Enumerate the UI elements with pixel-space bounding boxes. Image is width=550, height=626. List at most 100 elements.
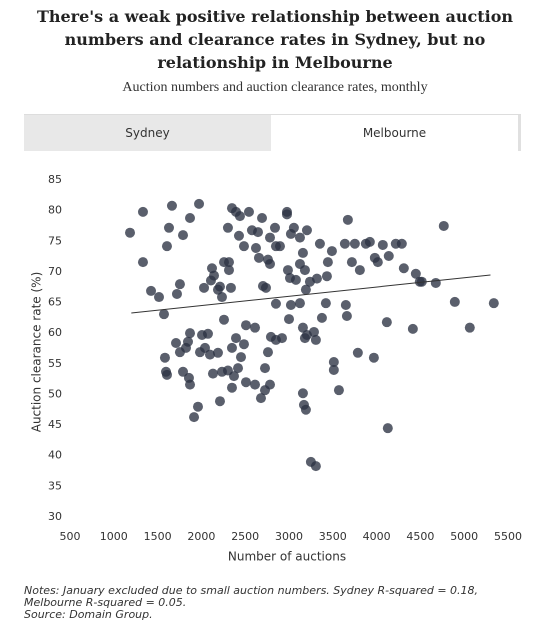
point (328, 364, 339, 375)
tab[interactable]: Melbourne (271, 115, 521, 151)
point (231, 333, 242, 344)
point (163, 222, 174, 233)
point (297, 247, 308, 258)
point (430, 277, 441, 288)
x-tick-label: 5000 (450, 530, 478, 543)
point (189, 412, 200, 423)
y-tick-label: 80 (48, 204, 62, 217)
point (158, 309, 169, 320)
tab[interactable]: Sydney (125, 126, 170, 140)
point (382, 423, 393, 434)
point (300, 284, 311, 295)
point (346, 257, 357, 268)
point (410, 268, 421, 279)
point (185, 212, 196, 223)
point (284, 314, 294, 325)
point (282, 265, 293, 276)
x-tick-label: 1000 (100, 530, 128, 543)
point (364, 236, 375, 247)
y-tick-label: 60 (48, 326, 62, 339)
point (297, 322, 308, 333)
point (199, 282, 210, 293)
point (294, 298, 305, 309)
point (212, 347, 223, 358)
point (349, 238, 360, 249)
point (137, 206, 148, 217)
point (253, 252, 264, 263)
point (354, 265, 365, 276)
point (340, 299, 351, 310)
point (300, 404, 311, 415)
point (255, 393, 266, 404)
point (233, 363, 244, 374)
y-tick-label: 35 (48, 479, 62, 492)
notes: Notes: January excluded due to small auc… (24, 585, 529, 621)
point (137, 257, 148, 268)
point (322, 257, 333, 268)
point (281, 206, 292, 217)
point (320, 298, 331, 309)
x-tick-label: 3500 (319, 530, 347, 543)
point (250, 379, 261, 390)
point (235, 352, 246, 363)
point (240, 320, 251, 331)
y-tick-label: 55 (48, 357, 62, 370)
x-tick-label: 4500 (406, 530, 434, 543)
point (234, 211, 245, 222)
point (381, 317, 392, 328)
point (214, 281, 225, 292)
point (377, 239, 388, 250)
y-tick-label: 40 (48, 449, 62, 462)
y-tick-label: 85 (48, 173, 62, 186)
point (125, 227, 136, 238)
point (161, 241, 172, 252)
point (259, 363, 270, 374)
point (341, 311, 352, 322)
point (464, 322, 475, 333)
point (398, 263, 409, 274)
point (182, 336, 193, 347)
point (238, 241, 249, 252)
point (250, 243, 261, 254)
point (342, 214, 353, 225)
note: Notes: January excluded due to small auc… (24, 584, 479, 609)
y-tick-label: 50 (48, 387, 62, 400)
point (204, 349, 215, 360)
point (243, 206, 254, 217)
point (185, 379, 196, 390)
point (326, 246, 337, 257)
point (252, 227, 263, 238)
point (333, 385, 344, 396)
point (223, 257, 234, 268)
point (194, 198, 205, 209)
point (192, 401, 203, 412)
point (416, 276, 427, 287)
x-tick-label: 500 (60, 530, 81, 543)
x-tick-label: 1500 (144, 530, 172, 543)
point (299, 333, 310, 344)
point (185, 328, 196, 339)
x-tick-label: 2000 (187, 530, 215, 543)
point (226, 382, 237, 393)
chart-title: There's a weak positive relationship bet… (36, 7, 514, 72)
point (238, 339, 249, 350)
point (178, 230, 189, 241)
point (222, 222, 233, 233)
point (264, 258, 275, 269)
point (368, 352, 379, 363)
point (301, 225, 312, 236)
y-axis-label: Auction clearance rate (%) (30, 272, 44, 433)
point (207, 368, 218, 379)
y-tick-label: 65 (48, 296, 62, 309)
point (316, 312, 327, 323)
x-tick-label: 4000 (363, 530, 391, 543)
chart-subtitle: Auction numbers and auction clearance ra… (122, 80, 428, 95)
y-tick-label: 70 (48, 265, 62, 278)
point (219, 314, 230, 325)
x-tick-label: 5500 (494, 530, 522, 543)
point (310, 334, 321, 345)
point (226, 342, 237, 353)
point (276, 333, 287, 344)
point (314, 238, 325, 249)
point (171, 288, 182, 299)
